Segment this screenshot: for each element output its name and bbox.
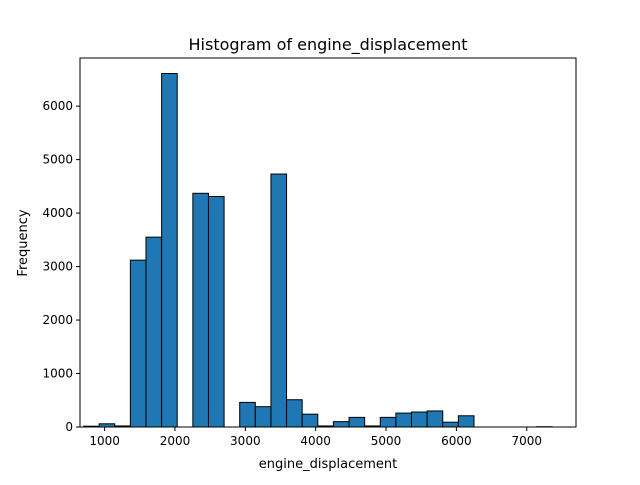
histogram-bar (146, 237, 162, 427)
histogram-bar (162, 74, 178, 427)
histogram-bar (412, 412, 428, 427)
histogram-bar (333, 422, 349, 427)
y-tick-label: 3000 (42, 260, 73, 274)
histogram-bar (130, 260, 146, 427)
x-tick-label: 6000 (441, 434, 472, 448)
x-tick-label: 7000 (511, 434, 542, 448)
x-tick-label: 2000 (160, 434, 191, 448)
histogram-bar (443, 422, 459, 427)
x-tick-label: 5000 (371, 434, 402, 448)
histogram-bar (458, 416, 474, 427)
x-axis-label: engine_displacement (259, 457, 397, 472)
histogram-bar (380, 417, 396, 427)
y-axis-label: Frequency (16, 209, 31, 276)
histogram-bar (240, 402, 256, 427)
histogram-bar (287, 400, 303, 427)
y-tick-label: 5000 (42, 153, 73, 167)
histogram-bar (396, 413, 412, 427)
histogram-bar (302, 414, 318, 427)
histogram-bar (271, 174, 287, 427)
y-tick-label: 6000 (42, 99, 73, 113)
x-tick-label: 4000 (300, 434, 331, 448)
chart-title: Histogram of engine_displacement (189, 35, 468, 55)
histogram-bar (208, 197, 224, 427)
histogram-bar (255, 407, 271, 427)
y-tick-label: 2000 (42, 313, 73, 327)
x-tick-label: 3000 (230, 434, 261, 448)
y-tick-label: 4000 (42, 206, 73, 220)
histogram-bar (349, 417, 365, 427)
x-tick-label: 1000 (89, 434, 120, 448)
y-tick-label: 1000 (42, 367, 73, 381)
y-tick-label: 0 (65, 420, 73, 434)
histogram-bar (193, 193, 209, 427)
histogram-bar (427, 411, 443, 427)
